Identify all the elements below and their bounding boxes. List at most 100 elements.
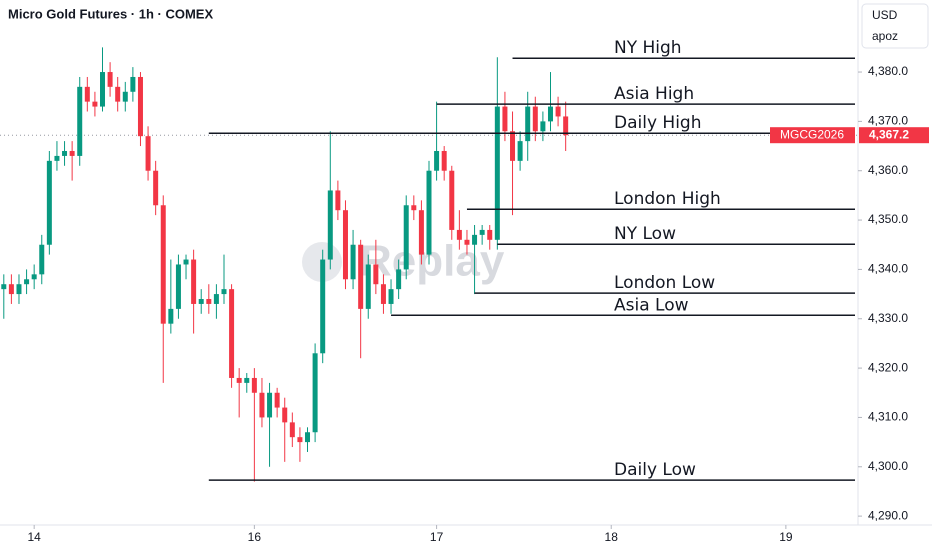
candle-body <box>434 150 440 171</box>
x-tick-label: 19 <box>779 530 793 544</box>
candle-body <box>547 106 553 122</box>
chart-title: Micro Gold Futures · 1h · COMEX <box>8 6 213 21</box>
y-tick-label: 4,310.0 <box>868 410 908 424</box>
level-label: London Low <box>614 273 715 293</box>
candle-body <box>297 437 303 443</box>
candle-body <box>282 407 288 423</box>
candle-body <box>137 76 143 137</box>
candle-body <box>380 284 386 304</box>
candle-body <box>229 289 235 378</box>
candle-body <box>31 274 37 280</box>
candle-body <box>8 284 14 295</box>
candle-body <box>251 377 257 393</box>
candle-body <box>335 190 341 211</box>
candle-body <box>517 141 523 161</box>
candle-body <box>289 422 295 438</box>
candle-body <box>236 377 242 383</box>
candle-body <box>92 101 98 107</box>
candle-body <box>441 150 447 171</box>
candle-body <box>115 86 121 102</box>
candle-body <box>130 76 136 92</box>
candle-body <box>62 150 68 156</box>
candle-body <box>244 377 250 383</box>
x-tick-label: 17 <box>430 530 444 544</box>
candle-body <box>373 264 379 285</box>
x-tick-label: 18 <box>605 530 619 544</box>
candle-body <box>122 91 128 102</box>
candle-body <box>327 190 333 260</box>
candle-body <box>502 106 508 132</box>
candle-body <box>426 170 432 255</box>
y-tick-label: 4,300.0 <box>868 459 908 473</box>
candle-body <box>153 170 159 206</box>
level-label: Daily High <box>614 113 702 133</box>
candle-body <box>563 116 569 136</box>
candle-body <box>259 392 265 418</box>
candle-body <box>494 106 500 240</box>
candle-body <box>183 259 189 265</box>
candle-body <box>358 244 364 309</box>
candle-body <box>145 136 151 171</box>
level-label: NY Low <box>614 224 676 244</box>
candle-body <box>411 205 417 211</box>
candle-body <box>388 289 394 304</box>
candle-body <box>267 392 273 418</box>
candle-body <box>525 106 531 142</box>
candle-body <box>1 284 7 290</box>
y-tick-label: 4,340.0 <box>868 262 908 276</box>
candle-body <box>160 205 166 324</box>
symbol-tag <box>770 127 855 144</box>
y-tick-label: 4,320.0 <box>868 360 908 374</box>
candle-body <box>274 392 280 408</box>
candle-body <box>472 234 478 245</box>
candle-body <box>320 259 326 354</box>
y-tick-label: 4,350.0 <box>868 212 908 226</box>
candle-body <box>107 72 113 87</box>
candle-body <box>540 121 546 132</box>
y-tick-label: 4,330.0 <box>868 311 908 325</box>
candle-body <box>350 244 356 280</box>
watermark: Replay <box>360 237 505 286</box>
candle-body <box>532 106 538 132</box>
price-label: 4,367.2 <box>869 127 909 141</box>
candle-body <box>464 239 470 245</box>
y-tick-label: 4,290.0 <box>868 508 908 522</box>
candle-body <box>342 210 348 280</box>
candle-body <box>100 72 106 107</box>
candle-body <box>69 150 75 156</box>
y-tick-label: 4,360.0 <box>868 163 908 177</box>
y-tick-label: 4,380.0 <box>868 64 908 78</box>
candle-body <box>487 229 493 240</box>
x-tick-label: 14 <box>27 530 41 544</box>
x-tick-label: 16 <box>248 530 262 544</box>
currency: USD <box>872 8 898 22</box>
currency-box[interactable] <box>861 3 929 49</box>
candle-body <box>16 284 22 295</box>
candle-body <box>418 210 424 255</box>
candle-body <box>39 244 45 275</box>
candle-body <box>175 264 181 309</box>
unit-label: apoz <box>872 29 898 43</box>
candle-body <box>479 229 485 235</box>
candle-body <box>305 432 311 443</box>
y-tick-label: 4,370.0 <box>868 114 908 128</box>
candle-body <box>168 308 174 324</box>
candle-body <box>312 353 318 433</box>
candle-body <box>213 294 219 304</box>
candle-body <box>365 264 371 309</box>
candle-body <box>221 289 227 295</box>
candle-body <box>54 155 60 161</box>
price-tag <box>859 127 929 144</box>
level-label: Asia High <box>614 84 694 104</box>
level-label: Asia Low <box>614 295 689 315</box>
candle-body <box>456 229 462 240</box>
candle-body <box>403 205 409 270</box>
candle-body <box>24 279 30 285</box>
candle-body <box>510 131 516 161</box>
candle-body <box>198 299 204 304</box>
level-label: Daily Low <box>614 460 696 480</box>
level-label: London High <box>614 189 721 209</box>
candle-body <box>449 170 455 230</box>
